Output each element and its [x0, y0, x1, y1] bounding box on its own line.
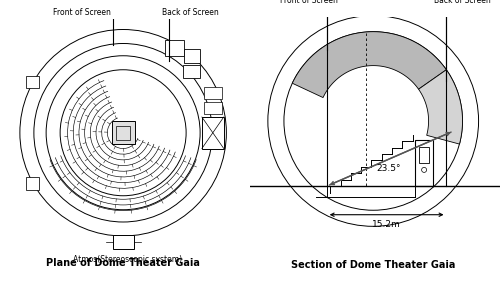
Bar: [415, 140, 433, 186]
Bar: [26, 177, 38, 190]
Text: Back of Screen: Back of Screen: [434, 0, 491, 5]
Text: Front of Screen: Front of Screen: [280, 0, 338, 5]
Bar: [184, 49, 200, 63]
Bar: [112, 235, 134, 249]
Bar: [204, 102, 222, 113]
Bar: [165, 40, 184, 56]
Text: Plane of Dome Theater Gaia: Plane of Dome Theater Gaia: [46, 258, 200, 268]
Bar: [26, 76, 38, 88]
Bar: [419, 147, 430, 163]
Text: 15.2m: 15.2m: [372, 220, 401, 229]
Bar: [182, 65, 200, 78]
Text: Atmos(Stereoscopic system): Atmos(Stereoscopic system): [73, 255, 182, 264]
Bar: [204, 87, 222, 98]
Polygon shape: [292, 32, 446, 98]
Text: Front of Screen: Front of Screen: [53, 8, 111, 17]
Text: 23.5°: 23.5°: [376, 164, 400, 173]
Text: Section of Dome Theater Gaia: Section of Dome Theater Gaia: [291, 260, 456, 270]
Polygon shape: [418, 70, 463, 144]
Bar: [116, 126, 130, 140]
Bar: [202, 117, 224, 149]
Bar: [112, 121, 134, 144]
Text: Back of Screen: Back of Screen: [162, 8, 219, 17]
